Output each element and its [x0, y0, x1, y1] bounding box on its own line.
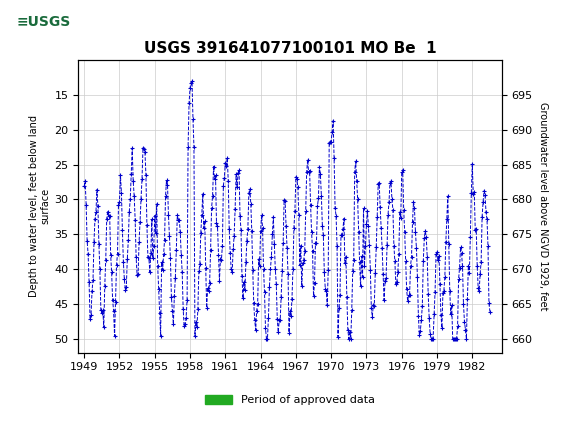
- Y-axis label: Depth to water level, feet below land
surface: Depth to water level, feet below land su…: [28, 115, 50, 298]
- Text: ≡USGS: ≡USGS: [16, 15, 71, 29]
- Y-axis label: Groundwater level above NGVD 1929, feet: Groundwater level above NGVD 1929, feet: [538, 102, 548, 310]
- Legend: Period of approved data: Period of approved data: [200, 390, 380, 409]
- FancyBboxPatch shape: [6, 4, 81, 41]
- Title: USGS 391641077100101 MO Be  1: USGS 391641077100101 MO Be 1: [144, 41, 436, 56]
